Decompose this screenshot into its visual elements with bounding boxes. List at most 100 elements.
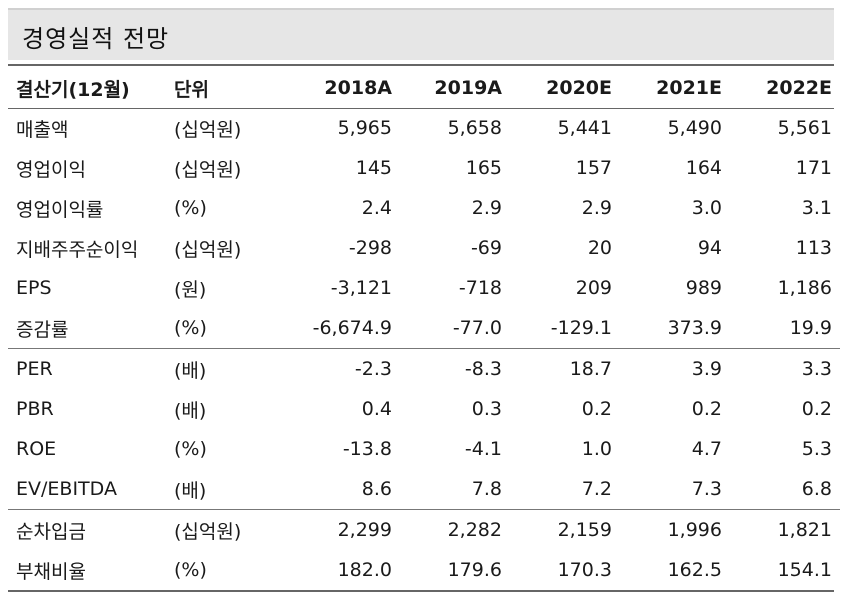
row-label: 순차입금 (8, 509, 174, 550)
value-cell: 8.6 (361, 478, 392, 500)
value-cell: 18.7 (510, 348, 620, 389)
value-cell: 0.2 (581, 398, 612, 420)
value-cell: 2.9 (471, 197, 502, 219)
header-top-rule (8, 64, 834, 66)
value-cell: -3,121 (330, 277, 392, 299)
row-label: 지배주주순이익 (16, 238, 139, 261)
row-unit: (십억원) (174, 118, 242, 141)
header-year: 2020E (546, 77, 612, 99)
value-cell: 5,658 (447, 117, 502, 139)
value-cell: -13.8 (342, 438, 392, 460)
table-row: PBR (배) 0.4 0.3 0.2 0.2 0.2 (8, 389, 840, 429)
value-cell: 113 (795, 237, 832, 259)
value-cell: 2.9 (581, 197, 612, 219)
value-cell: 1,996 (620, 509, 730, 550)
value-cell: 3.3 (730, 348, 840, 389)
value-cell: 989 (685, 277, 722, 299)
header-year: 2019A (434, 77, 502, 99)
table-row: 지배주주순이익 (십억원) -298 -69 20 94 113 (8, 228, 840, 268)
table-row: 순차입금 (십억원) 2,299 2,282 2,159 1,996 1,821 (8, 509, 840, 550)
title-bar: 경영실적 전망 (8, 8, 834, 60)
table-title: 경영실적 전망 (22, 25, 170, 53)
value-cell: 19.9 (789, 317, 832, 339)
value-cell: -298 (348, 237, 392, 259)
value-cell: 7.8 (471, 478, 502, 500)
value-cell: 2,299 (290, 509, 400, 550)
table-row: EPS (원) -3,121 -718 209 989 1,186 (8, 268, 840, 308)
value-cell: 5,561 (777, 117, 832, 139)
row-unit: (십억원) (174, 158, 242, 181)
header-row: 결산기(12월) 단위 2018A 2019A 2020E 2021E 2022… (8, 68, 840, 108)
value-cell: -2.3 (290, 348, 400, 389)
row-unit: (배) (174, 399, 207, 422)
value-cell: 0.2 (691, 398, 722, 420)
header-year: 2021E (656, 77, 722, 99)
value-cell: 0.2 (801, 398, 832, 420)
row-label: PBR (16, 398, 54, 420)
value-cell: 7.2 (581, 478, 612, 500)
header-unit: 단위 (174, 78, 209, 101)
value-cell: 2,282 (400, 509, 510, 550)
value-cell: 182.0 (337, 559, 392, 581)
value-cell: 3.1 (801, 197, 832, 219)
row-label: ROE (16, 438, 57, 460)
value-cell: 170.3 (557, 559, 612, 581)
value-cell: 1,821 (730, 509, 840, 550)
row-label: EV/EBITDA (16, 478, 117, 500)
value-cell: 1,186 (777, 277, 832, 299)
row-unit: (십억원) (174, 238, 242, 261)
row-label: 부채비율 (16, 560, 86, 583)
table-row: 매출액 (십억원) 5,965 5,658 5,441 5,490 5,561 (8, 108, 840, 148)
row-unit: (배) (174, 348, 290, 389)
value-cell: 5.3 (801, 438, 832, 460)
value-cell: -4.1 (464, 438, 502, 460)
value-cell: -129.1 (550, 317, 612, 339)
value-cell: 2.4 (361, 197, 392, 219)
value-cell: 5,490 (667, 117, 722, 139)
table-row: 부채비율 (%) 182.0 179.6 170.3 162.5 154.1 (8, 550, 840, 590)
value-cell: 7.3 (691, 478, 722, 500)
value-cell: -77.0 (452, 317, 502, 339)
value-cell: 4.7 (691, 438, 722, 460)
row-unit: (%) (174, 197, 207, 219)
value-cell: 154.1 (777, 559, 832, 581)
value-cell: -8.3 (400, 348, 510, 389)
row-unit: (%) (174, 559, 207, 581)
header-year: 2022E (766, 77, 832, 99)
table-row: 영업이익률 (%) 2.4 2.9 2.9 3.0 3.1 (8, 188, 840, 228)
row-label: PER (8, 348, 174, 389)
header-year: 2018A (324, 77, 392, 99)
value-cell: 179.6 (447, 559, 502, 581)
value-cell: 94 (697, 237, 722, 259)
row-label: EPS (16, 277, 52, 299)
financial-forecast-table: 결산기(12월) 단위 2018A 2019A 2020E 2021E 2022… (8, 68, 840, 590)
value-cell: 1.0 (581, 438, 612, 460)
row-unit: (%) (174, 438, 207, 460)
value-cell: 171 (795, 157, 832, 179)
value-cell: 3.0 (691, 197, 722, 219)
value-cell: 164 (685, 157, 722, 179)
table-row: 영업이익 (십억원) 145 165 157 164 171 (8, 148, 840, 188)
value-cell: 165 (465, 157, 502, 179)
header-bottom-rule (8, 108, 834, 109)
value-cell: 0.3 (471, 398, 502, 420)
row-label: 증감률 (16, 318, 69, 341)
value-cell: -69 (470, 237, 502, 259)
value-cell: 5,441 (557, 117, 612, 139)
value-cell: 373.9 (667, 317, 722, 339)
table-row: ROE (%) -13.8 -4.1 1.0 4.7 5.3 (8, 429, 840, 469)
value-cell: 162.5 (667, 559, 722, 581)
value-cell: 209 (575, 277, 612, 299)
row-label: 매출액 (16, 118, 69, 141)
value-cell: 6.8 (801, 478, 832, 500)
table-row: 증감률 (%) -6,674.9 -77.0 -129.1 373.9 19.9 (8, 308, 840, 349)
row-unit: (십억원) (174, 509, 290, 550)
value-cell: 3.9 (620, 348, 730, 389)
table-bottom-rule (8, 590, 834, 592)
value-cell: 2,159 (510, 509, 620, 550)
row-label: 영업이익 (16, 158, 86, 181)
value-cell: -718 (458, 277, 502, 299)
table-row: PER (배) -2.3 -8.3 18.7 3.9 3.3 (8, 348, 840, 389)
row-unit: (%) (174, 317, 207, 339)
value-cell: -6,674.9 (312, 317, 392, 339)
